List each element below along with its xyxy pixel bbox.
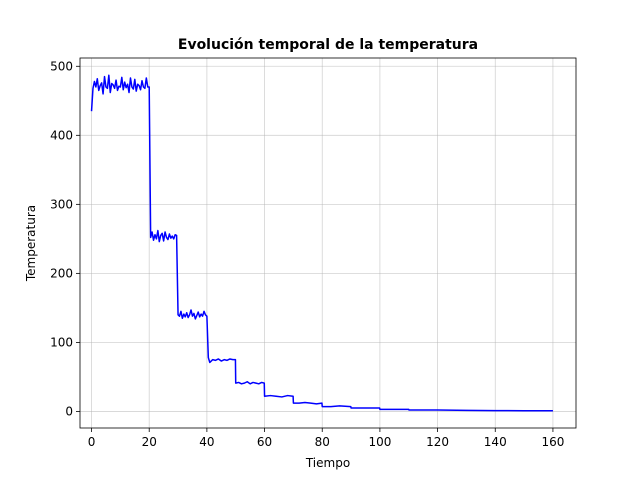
- x-tick-label: 80: [315, 435, 330, 449]
- x-tick-label: 120: [426, 435, 449, 449]
- x-axis-label: Tiempo: [305, 456, 350, 470]
- temperature-series-line: [90, 74, 553, 412]
- y-tick-label: 300: [50, 197, 73, 211]
- x-tick-label: 40: [199, 435, 214, 449]
- x-tick-label: 20: [142, 435, 157, 449]
- x-tick-label: 160: [541, 435, 564, 449]
- y-tick-label: 400: [50, 128, 73, 142]
- grid: [80, 58, 576, 428]
- axis-ticks: 0 20 40 60 80 100 120 140 160 0 100 200 300 400 500: [50, 59, 564, 449]
- x-tick-label: 140: [484, 435, 507, 449]
- y-axis-label: Temperatura: [24, 205, 38, 282]
- x-tick-label: 100: [368, 435, 391, 449]
- y-tick-label: 100: [50, 335, 73, 349]
- plot-frame: [79, 57, 577, 429]
- chart-title: Evolución temporal de la temperatura: [178, 37, 478, 53]
- x-tick-label: 0: [88, 435, 96, 449]
- y-tick-label: 500: [50, 59, 73, 73]
- y-tick-label: 0: [65, 404, 73, 418]
- y-tick-label: 200: [50, 266, 73, 280]
- x-tick-label: 60: [257, 435, 272, 449]
